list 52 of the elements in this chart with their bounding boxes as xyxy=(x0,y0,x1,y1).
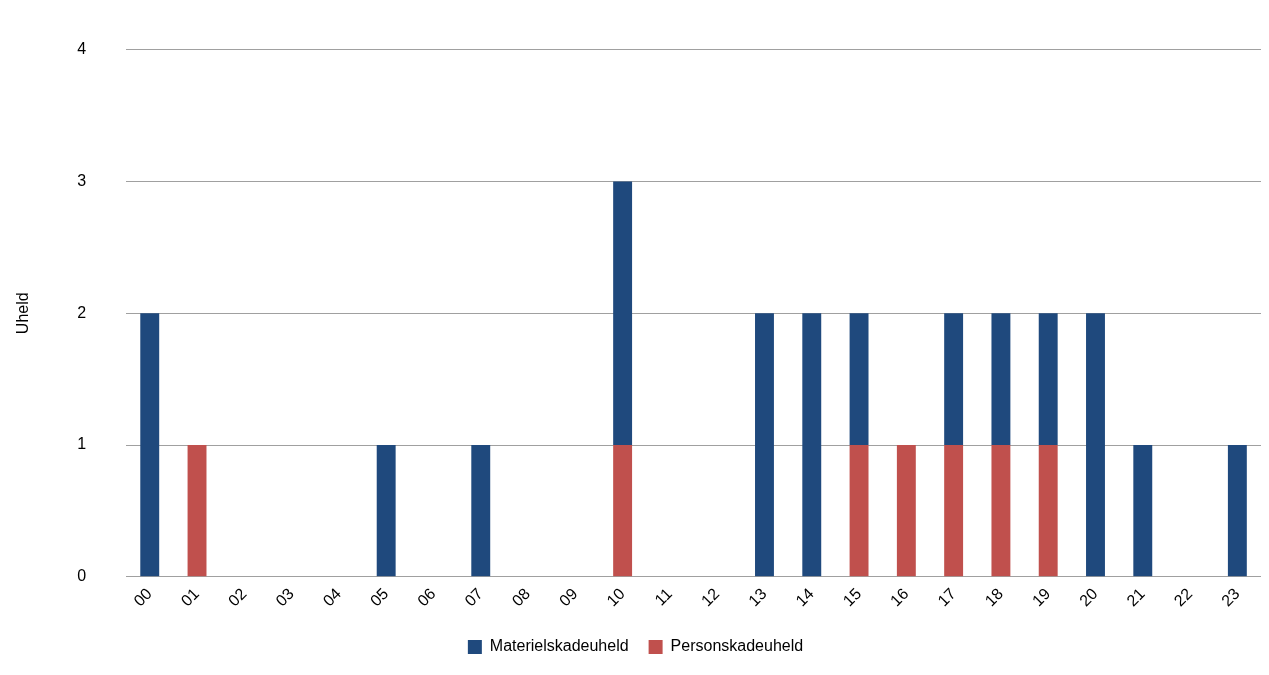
x-tick-label: 18 xyxy=(981,584,1007,610)
bar xyxy=(896,445,916,577)
y-tick-label: 2 xyxy=(77,303,87,321)
x-tick-label: 06 xyxy=(414,584,439,610)
bar xyxy=(849,313,869,446)
bar xyxy=(1227,445,1247,577)
bar xyxy=(613,445,633,577)
bar xyxy=(1133,445,1153,577)
legend-label: Materielskadeuheld xyxy=(489,637,629,655)
x-tick-label: 00 xyxy=(130,584,156,610)
bar xyxy=(944,313,964,446)
x-tick-label: 17 xyxy=(934,584,959,610)
x-tick-label: 13 xyxy=(745,584,770,610)
x-tick-label: 05 xyxy=(366,584,392,610)
bar xyxy=(849,445,869,577)
bar xyxy=(991,445,1011,577)
bar xyxy=(1038,313,1058,446)
x-tick-label: 21 xyxy=(1123,584,1149,610)
bar xyxy=(944,445,964,577)
x-tick-label: 22 xyxy=(1170,584,1196,610)
bar xyxy=(1086,313,1105,577)
bar xyxy=(471,445,491,577)
x-tick-label: 20 xyxy=(1076,584,1101,610)
x-tick-label: 10 xyxy=(603,584,628,610)
x-tick-label: 04 xyxy=(319,584,345,610)
x-tick-label: 01 xyxy=(177,584,203,610)
x-tick-label: 02 xyxy=(224,584,250,610)
bar xyxy=(802,313,822,577)
bar xyxy=(991,313,1011,446)
bar xyxy=(613,181,633,446)
y-tick-label: 3 xyxy=(77,171,87,189)
x-tick-label: 07 xyxy=(461,584,487,610)
bar xyxy=(376,445,396,577)
x-tick-label: 08 xyxy=(508,584,534,610)
x-tick-label: 23 xyxy=(1217,584,1243,610)
bar xyxy=(187,445,207,577)
y-tick-label: 0 xyxy=(77,567,87,585)
x-tick-label: 03 xyxy=(272,584,297,610)
bar xyxy=(1038,445,1058,577)
x-tick-label: 19 xyxy=(1028,584,1054,610)
y-axis-title: Uheld xyxy=(14,292,32,335)
y-tick-label: 4 xyxy=(77,40,87,58)
bar xyxy=(755,313,774,577)
x-tick-label: 09 xyxy=(555,584,581,610)
x-tick-label: 14 xyxy=(792,584,818,610)
legend-label: Personskadeuheld xyxy=(670,637,804,655)
x-tick-label: 15 xyxy=(839,584,865,610)
y-tick-label: 1 xyxy=(77,435,87,453)
bar xyxy=(140,313,160,577)
x-tick-label: 12 xyxy=(697,584,723,610)
x-tick-label: 16 xyxy=(886,584,912,610)
x-tick-label: 11 xyxy=(651,584,676,609)
